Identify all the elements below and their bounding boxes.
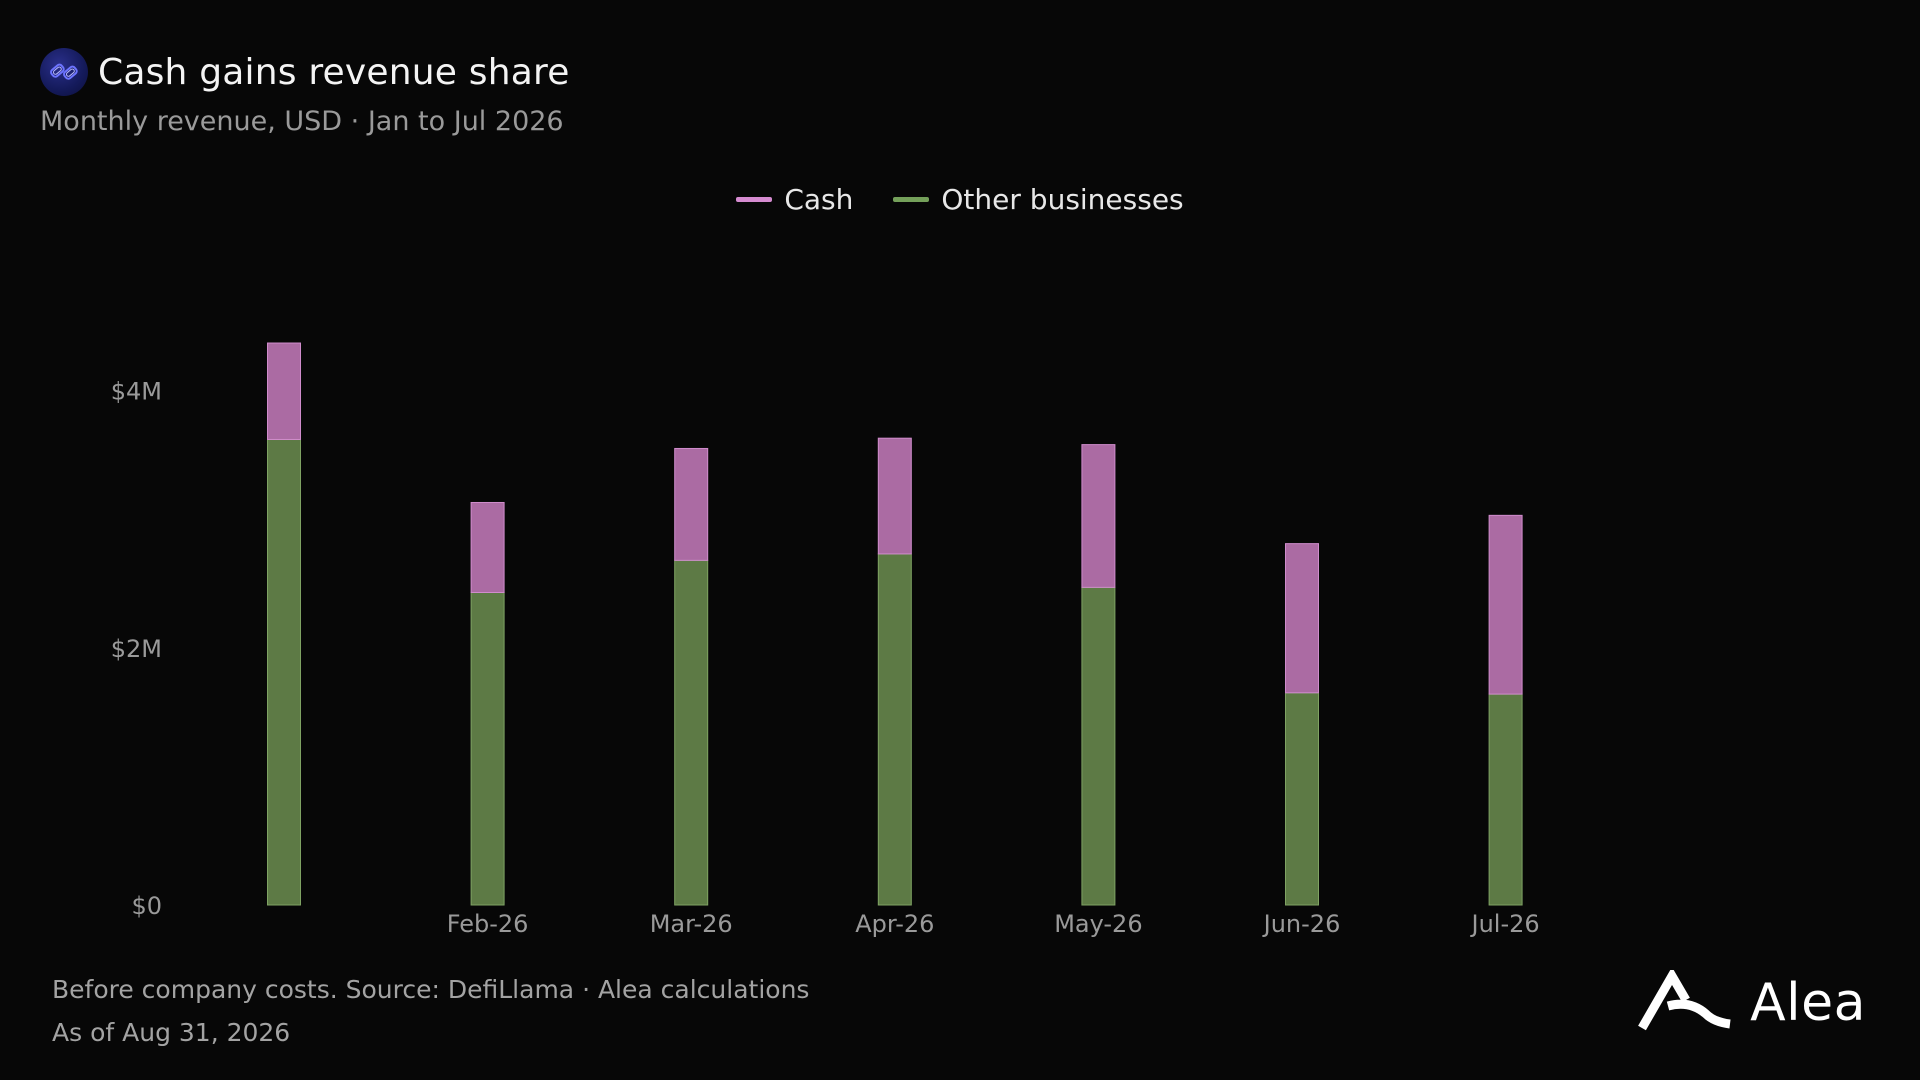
- y-tick-label: $0: [131, 892, 162, 920]
- x-tick-label: May-26: [1054, 910, 1142, 938]
- x-tick-label: Jul-26: [1470, 910, 1540, 938]
- bar-cash: [674, 447, 709, 561]
- legend-item-cash: Cash: [736, 183, 853, 216]
- bar-other-businesses: [1285, 692, 1319, 906]
- legend-swatch-other-businesses: [893, 197, 930, 202]
- bar-cash: [1081, 444, 1116, 588]
- chart-title: Cash gains revenue share: [98, 51, 570, 93]
- bar-other-businesses: [1081, 586, 1116, 906]
- legend-item-other-businesses: Other businesses: [893, 183, 1184, 216]
- bar-other-businesses: [267, 438, 301, 906]
- bar-cash: [470, 501, 505, 594]
- x-tick-label: Feb-26: [447, 910, 529, 938]
- alea-logo-icon: [1638, 967, 1732, 1036]
- chart-header: Cash gains revenue share Monthly revenue…: [40, 48, 570, 137]
- bar-cash: [1285, 543, 1319, 694]
- source-note: Before company costs. Source: DefiLlama …: [52, 975, 810, 1004]
- bar-cash: [877, 437, 912, 555]
- chain-link-icon: [40, 48, 88, 96]
- chart-footer: Before company costs. Source: DefiLlama …: [52, 968, 809, 1054]
- as-of-date: As of Aug 31, 2026: [52, 1018, 291, 1047]
- y-tick-label: $4M: [111, 378, 162, 406]
- x-tick-label: Mar-26: [650, 910, 733, 938]
- legend-swatch-cash: [736, 197, 773, 202]
- bar-other-businesses: [674, 559, 709, 906]
- bar-other-businesses: [1488, 693, 1523, 906]
- bar-other-businesses: [470, 592, 505, 906]
- chart-legend: Cash Other businesses: [0, 183, 1920, 216]
- y-tick-label: $2M: [111, 635, 162, 663]
- brand: Alea: [1638, 967, 1866, 1036]
- x-tick-label: Apr-26: [855, 910, 934, 938]
- chart-subtitle: Monthly revenue, USD · Jan to Jul 2026: [40, 106, 564, 137]
- legend-label-other-businesses: Other businesses: [941, 183, 1184, 216]
- bar-cash: [1488, 514, 1523, 695]
- legend-label-cash: Cash: [784, 183, 854, 216]
- brand-name: Alea: [1750, 973, 1866, 1033]
- title-row: Cash gains revenue share: [40, 48, 570, 96]
- bar-other-businesses: [877, 553, 912, 906]
- bar-cash: [267, 342, 301, 440]
- x-tick-label: Jun-26: [1262, 910, 1341, 938]
